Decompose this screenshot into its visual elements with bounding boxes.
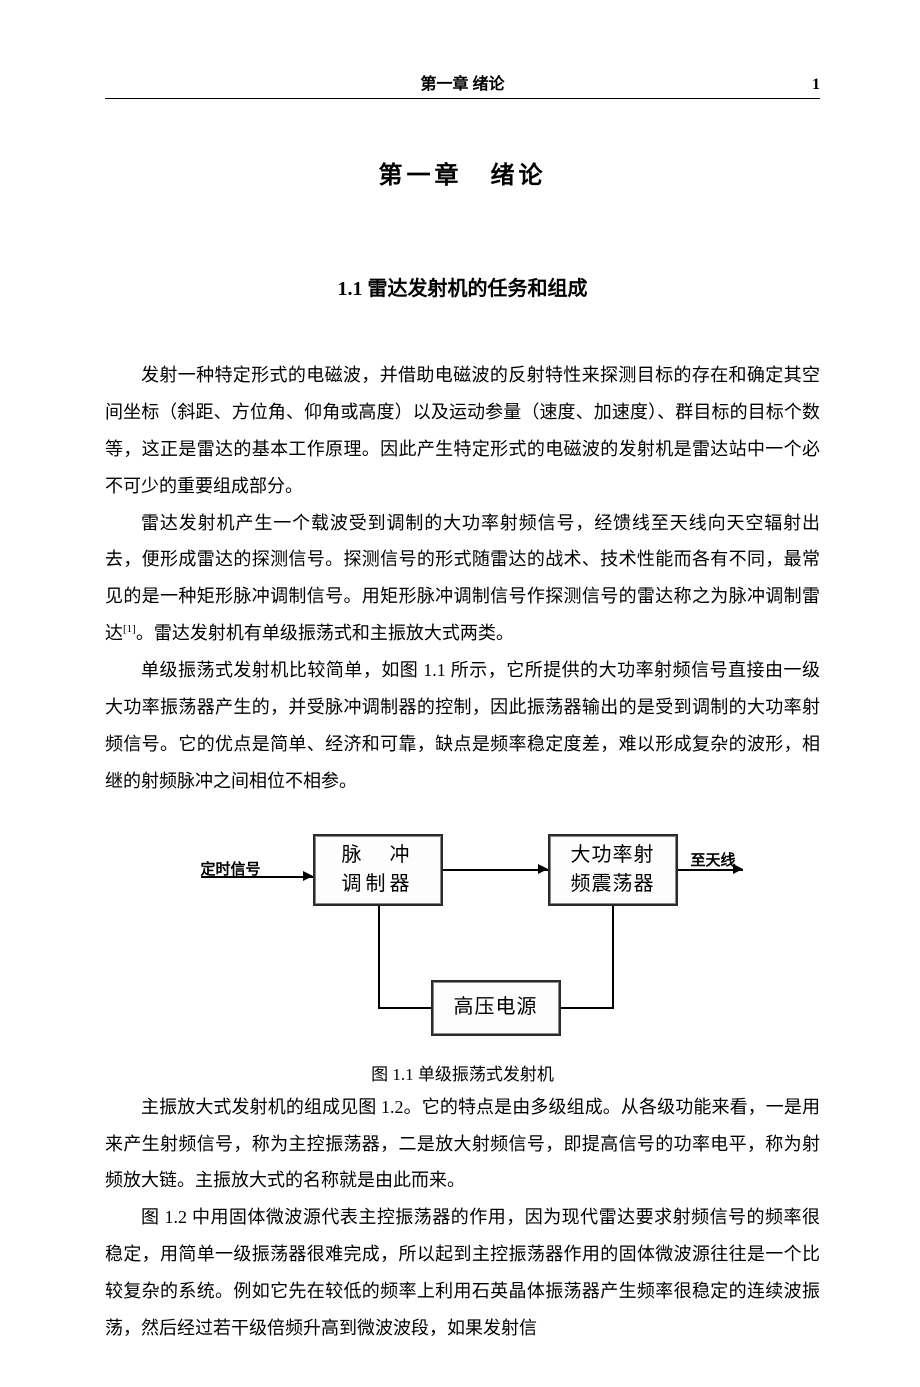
edge-power-modulator-h [378, 1007, 431, 1009]
chapter-title: 第一章 绪论 [105, 155, 820, 190]
paragraph-4: 主振放大式发射机的组成见图 1.2。它的特点是由多级组成。从各级功能来看，一是用… [105, 1089, 820, 1200]
running-header: 第一章 绪论 1 [105, 70, 820, 99]
edge-modulator-oscillator [443, 869, 548, 871]
node-oscillator-line2: 频震荡器 [571, 870, 655, 899]
node-oscillator: 大功率射 频震荡器 [548, 834, 678, 906]
figure-1-1: 定时信号 脉 冲 调制器 大功率射 频震荡器 至天线 高压电 [105, 834, 820, 1054]
paragraph-3: 单级振荡式发射机比较简单，如图 1.1 所示，它所提供的大功率射频信号直接由一级… [105, 652, 820, 800]
page: 第一章 绪论 1 第一章 绪论 1.1 雷达发射机的任务和组成 发射一种特定形式… [0, 0, 920, 1387]
page-number: 1 [780, 76, 820, 94]
section-title: 1.1 雷达发射机的任务和组成 [105, 272, 820, 301]
edge-power-oscillator-h [561, 1007, 614, 1009]
paragraph-2b: 。雷达发射机有单级振荡式和主振放大式两类。 [136, 623, 514, 643]
header-center: 第一章 绪论 [145, 70, 780, 94]
paragraph-1: 发射一种特定形式的电磁波，并借助电磁波的反射特性来探测目标的存在和确定其空间坐标… [105, 357, 820, 505]
arrow-input-modulator [303, 871, 313, 881]
diagram-canvas: 定时信号 脉 冲 调制器 大功率射 频震荡器 至天线 高压电 [183, 834, 743, 1054]
figure-1-1-caption: 图 1.1 单级振荡式发射机 [105, 1060, 820, 1085]
node-power: 高压电源 [431, 980, 561, 1036]
paragraph-2: 雷达发射机产生一个载波受到调制的大功率射频信号，经馈线至天线向天空辐射出去，便形… [105, 505, 820, 653]
node-oscillator-line1: 大功率射 [571, 841, 655, 870]
node-power-line1: 高压电源 [454, 993, 538, 1022]
paragraph-5: 图 1.2 中用固体微波源代表主控振荡器的作用，因为现代雷达要求射频信号的频率很… [105, 1199, 820, 1347]
node-modulator: 脉 冲 调制器 [313, 834, 443, 906]
edge-power-oscillator-v [612, 906, 614, 1009]
citation-1: [1] [123, 623, 136, 635]
node-modulator-line1: 脉 冲 [342, 841, 414, 870]
edge-input-modulator [201, 876, 313, 878]
diagram-output-label: 至天线 [691, 849, 736, 870]
node-modulator-line2: 调制器 [342, 870, 414, 899]
arrow-modulator-oscillator [538, 864, 548, 874]
edge-power-modulator-v [378, 906, 380, 1009]
